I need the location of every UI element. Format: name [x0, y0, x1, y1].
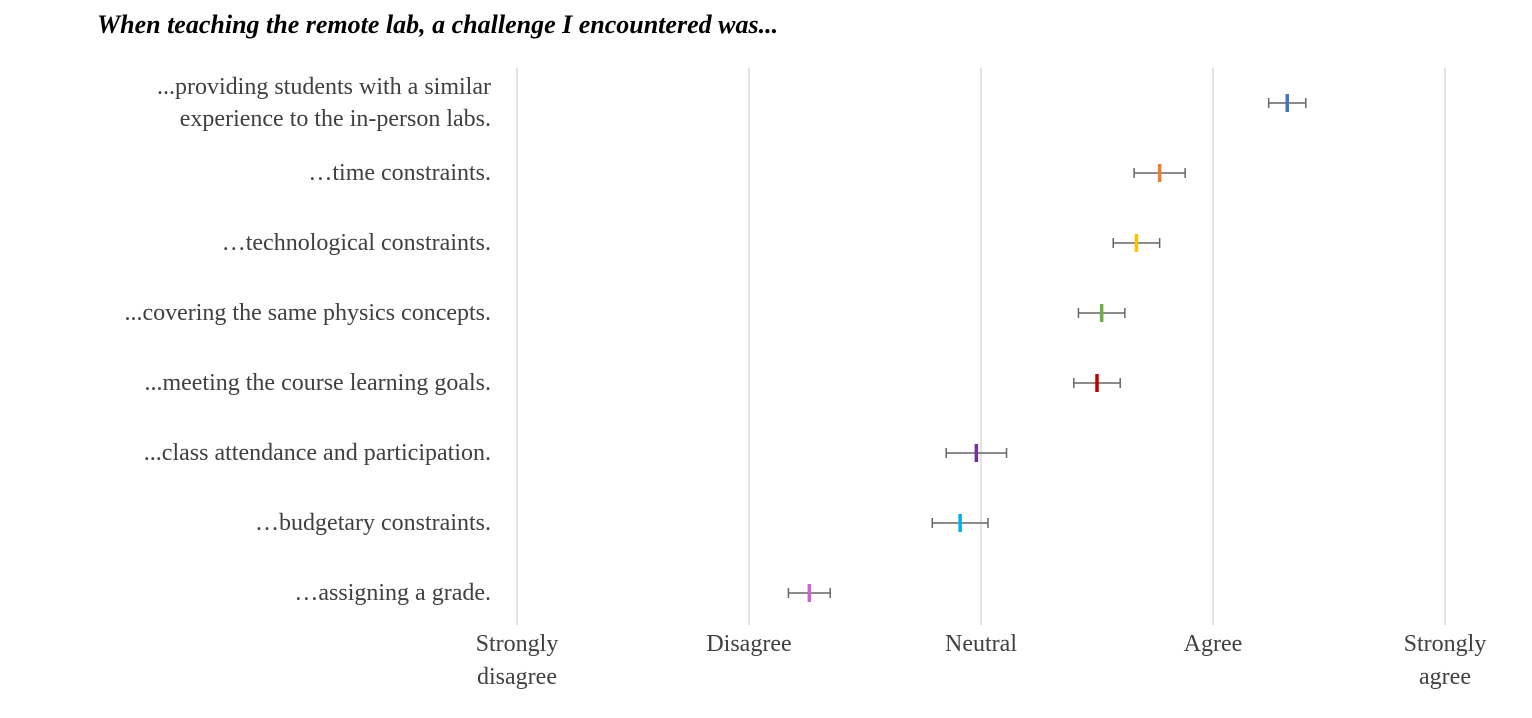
x-tick-label: Agree [1183, 631, 1243, 657]
category-label: …assigning a grade. [294, 580, 491, 606]
x-tick-label: Strongly disagree [475, 631, 559, 690]
category-label: …technological constraints. [221, 230, 491, 256]
category-label: ...covering the same physics concepts. [124, 300, 491, 326]
x-tick-label: Disagree [706, 631, 792, 657]
x-tick-label: Strongly agree [1403, 631, 1487, 690]
category-label: …time constraints. [308, 160, 491, 186]
category-label: ...providing students with a similar exp… [157, 74, 491, 132]
x-tick-label: Neutral [945, 631, 1017, 657]
category-label: ...meeting the course learning goals. [144, 370, 491, 396]
category-label: …budgetary constraints. [255, 510, 491, 536]
category-label: ...class attendance and participation. [143, 440, 491, 466]
chart-title: When teaching the remote lab, a challeng… [97, 10, 779, 39]
